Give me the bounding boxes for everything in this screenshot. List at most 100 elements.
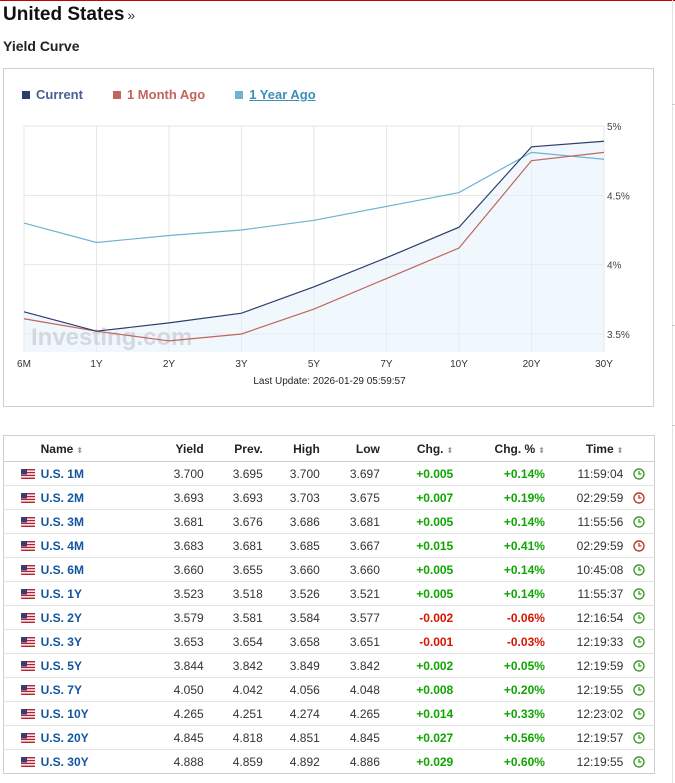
high-cell: 3.849 xyxy=(262,653,320,678)
time-cell: 10:45:08 xyxy=(544,557,624,582)
column-header-prev: Prev. xyxy=(203,435,263,462)
bond-name-cell[interactable]: U.S. 1M xyxy=(37,461,153,486)
bond-name-cell[interactable]: U.S. 10Y xyxy=(37,701,153,726)
sort-icon[interactable]: ⬍ xyxy=(76,445,84,455)
yield-cell: 3.653 xyxy=(152,629,204,654)
clock-cell xyxy=(623,461,655,486)
table-row: U.S. 1M 3.700 3.695 3.700 3.697 +0.005 +0.14% 1… xyxy=(3,461,655,486)
time-cell: 12:23:02 xyxy=(544,701,624,726)
bond-name-cell[interactable]: U.S. 7Y xyxy=(37,677,153,702)
flag-cell xyxy=(3,557,38,582)
prev-cell: 3.681 xyxy=(203,533,263,558)
prev-cell: 4.818 xyxy=(203,725,263,750)
column-header-chg-pct[interactable]: Chg. % ⬍ xyxy=(453,435,545,462)
time-cell: 11:55:56 xyxy=(544,509,624,534)
investing-watermark: Investing.com xyxy=(31,324,192,351)
yield-cell: 3.693 xyxy=(152,485,204,510)
bond-name-cell[interactable]: U.S. 20Y xyxy=(37,725,153,750)
page-title-text[interactable]: United States xyxy=(3,4,125,25)
bond-name-cell[interactable]: U.S. 5Y xyxy=(37,653,153,678)
bond-name-cell[interactable]: U.S. 2Y xyxy=(37,605,153,630)
bond-name-link[interactable]: U.S. 2M xyxy=(40,490,84,505)
flag-cell xyxy=(3,701,38,726)
bond-name-link[interactable]: U.S. 7Y xyxy=(40,682,82,697)
table-row: U.S. 10Y 4.265 4.251 4.274 4.265 +0.014 +0.33%… xyxy=(3,701,655,726)
bond-name-cell[interactable]: U.S. 3Y xyxy=(37,629,153,654)
bond-yields-table: Name ⬍ Yield Prev. High Low Chg. ⬍ Chg. % ⬍… xyxy=(3,435,655,774)
yield-cell: 3.844 xyxy=(152,653,204,678)
high-cell: 3.686 xyxy=(262,509,320,534)
bond-name-link[interactable]: U.S. 4M xyxy=(40,538,84,553)
x-tick-label: 1Y xyxy=(90,359,103,370)
prev-cell: 4.042 xyxy=(203,677,263,702)
sort-icon[interactable]: ⬍ xyxy=(538,445,545,455)
bond-name-cell[interactable]: U.S. 3M xyxy=(37,509,153,534)
legend-item-1-year-ago[interactable]: 1 Year Ago xyxy=(235,87,316,102)
sort-icon[interactable]: ⬍ xyxy=(616,445,624,455)
legend-label-current[interactable]: Current xyxy=(36,87,83,102)
us-flag-icon xyxy=(20,517,35,528)
bond-name-link[interactable]: U.S. 1M xyxy=(40,466,84,481)
bond-name-link[interactable]: U.S. 20Y xyxy=(40,730,89,745)
legend-label-1-year-ago[interactable]: 1 Year Ago xyxy=(249,87,316,102)
bond-name-link[interactable]: U.S. 3M xyxy=(40,514,84,529)
legend-label-1-month-ago[interactable]: 1 Month Ago xyxy=(126,87,206,102)
legend-swatch-current xyxy=(22,90,30,99)
x-tick-label: 30Y xyxy=(595,359,613,370)
high-cell: 3.685 xyxy=(262,533,320,558)
change-cell: +0.005 xyxy=(379,461,454,486)
table-row: U.S. 20Y 4.845 4.818 4.851 4.845 +0.027 +0.56%… xyxy=(3,725,655,750)
high-cell: 3.660 xyxy=(262,557,320,582)
clock-icon xyxy=(632,516,645,529)
bond-name-link[interactable]: U.S. 2Y xyxy=(40,610,82,625)
flag-cell xyxy=(4,750,38,774)
change-percent-cell: +0.14% xyxy=(453,509,545,534)
x-tick-label: 20Y xyxy=(523,359,541,370)
bond-name-cell[interactable]: U.S. 4M xyxy=(37,533,153,558)
bond-name-link[interactable]: U.S. 3Y xyxy=(40,634,82,649)
bond-name-link[interactable]: U.S. 6M xyxy=(40,562,84,577)
bond-name-link[interactable]: U.S. 1Y xyxy=(40,586,82,601)
column-header-time[interactable]: Time ⬍ xyxy=(544,435,624,462)
bond-name-link[interactable]: U.S. 10Y xyxy=(40,706,89,721)
bond-name-cell[interactable]: U.S. 30Y xyxy=(38,750,153,774)
time-cell: 02:29:59 xyxy=(544,485,624,510)
change-cell: +0.007 xyxy=(379,485,454,510)
bond-name-link[interactable]: U.S. 5Y xyxy=(40,658,82,673)
y-tick-label: 4% xyxy=(607,261,622,272)
column-header-low: Low xyxy=(319,435,380,462)
yield-cell: 4.265 xyxy=(152,701,204,726)
table-row: U.S. 3Y 3.653 3.654 3.658 3.651 -0.001 -0.03% 1… xyxy=(3,629,655,654)
page-title[interactable]: United States» xyxy=(3,4,135,26)
legend-item-current[interactable]: Current xyxy=(22,87,83,102)
us-flag-icon xyxy=(20,685,35,696)
flag-cell xyxy=(3,629,38,654)
time-cell: 11:59:04 xyxy=(544,461,624,486)
bond-name-cell[interactable]: U.S. 2M xyxy=(37,485,153,510)
clock-cell xyxy=(623,750,654,774)
change-percent-cell: +0.14% xyxy=(453,461,545,486)
legend-item-1-month-ago[interactable]: 1 Month Ago xyxy=(112,87,206,102)
low-cell: 3.651 xyxy=(319,629,380,654)
prev-cell: 4.859 xyxy=(232,754,263,769)
yield-cell: 3.700 xyxy=(152,461,204,486)
low-cell: 3.842 xyxy=(319,653,380,678)
legend-swatch-1-month-ago xyxy=(112,90,121,99)
prev-cell: 3.655 xyxy=(203,557,263,582)
sort-icon[interactable]: ⬍ xyxy=(446,445,454,455)
us-flag-icon xyxy=(20,637,35,648)
high-cell: 3.700 xyxy=(262,461,320,486)
bond-name-cell[interactable]: U.S. 6M xyxy=(37,557,153,582)
change-percent-cell: +0.19% xyxy=(453,485,545,510)
column-header-name[interactable]: Name ⬍ xyxy=(37,435,153,462)
bond-name-link[interactable]: U.S. 30Y xyxy=(40,754,89,769)
change-cell: +0.014 xyxy=(379,701,454,726)
prev-cell: 3.695 xyxy=(203,461,263,486)
table-row: U.S. 2Y 3.579 3.581 3.584 3.577 -0.002 -0.06% 1… xyxy=(3,605,655,630)
bond-name-cell[interactable]: U.S. 1Y xyxy=(37,581,153,606)
prev-cell: 3.693 xyxy=(203,485,263,510)
x-tick-label: 7Y xyxy=(380,359,393,370)
column-header-chg[interactable]: Chg. ⬍ xyxy=(379,435,454,462)
clock-icon xyxy=(632,612,645,625)
us-flag-icon xyxy=(20,733,35,744)
